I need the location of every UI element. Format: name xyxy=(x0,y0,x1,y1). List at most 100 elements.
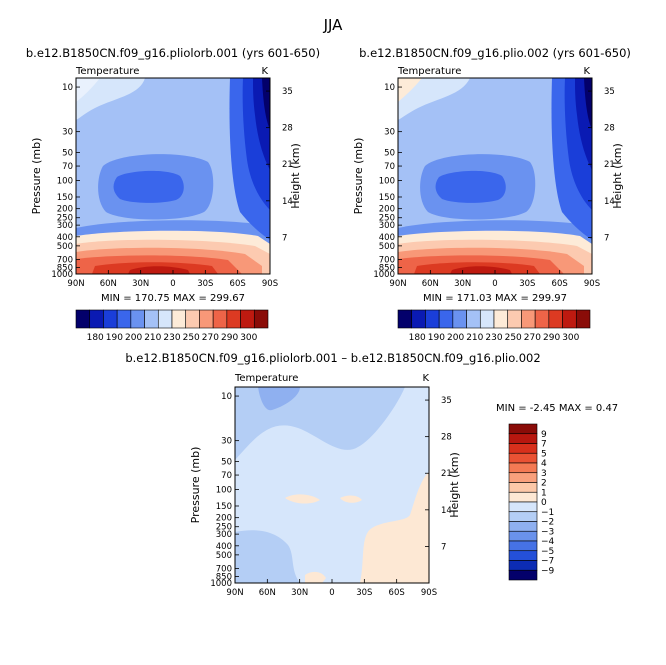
colorbar-swatch xyxy=(411,309,426,329)
colorbar-label: 180 xyxy=(409,333,426,343)
colorbar-label: 190 xyxy=(106,333,123,343)
colorbar-label: 250 xyxy=(505,333,522,343)
colorbar-swatch xyxy=(425,309,440,329)
pressure-tick-label: 1000 xyxy=(210,579,232,589)
height-tick-label: 35 xyxy=(441,396,452,406)
colorbar-swatch xyxy=(575,309,591,329)
height-tick-label: 14 xyxy=(604,197,615,207)
colorbar-swatch xyxy=(116,309,132,329)
panel-b-field xyxy=(398,78,592,274)
pressure-tick-label: 1000 xyxy=(51,270,73,280)
panel-a-height-ticks: 35 28 21 14 7 xyxy=(266,87,293,243)
panel-b-latitude-ticks: 90N 60N 30N 0 30S 60S 90S xyxy=(389,270,600,289)
colorbar-label: 270 xyxy=(202,333,219,343)
pressure-tick-label: 30 xyxy=(384,128,395,138)
pressure-tick-label: 250 xyxy=(57,214,73,224)
colorbar-label: −2 xyxy=(541,518,554,528)
latitude-tick-label: 30S xyxy=(519,279,535,289)
colorbar-swatch xyxy=(508,433,538,444)
panel-c-latitude-ticks: 90N 60N 30N 0 30S 60S 90S xyxy=(226,579,437,598)
pressure-tick-label: 150 xyxy=(57,193,73,203)
panel-b-y-axis-title: Pressure (mb) xyxy=(352,138,365,215)
pressure-tick-label: 250 xyxy=(216,523,232,533)
colorbar-swatch xyxy=(212,309,228,329)
colorbar-swatch xyxy=(130,309,145,329)
pressure-tick-label: 100 xyxy=(379,177,395,187)
colorbar-label: 9 xyxy=(541,430,547,440)
height-tick-label: 14 xyxy=(282,197,293,207)
colorbar-label: −5 xyxy=(541,547,554,557)
colorbar-label: 5 xyxy=(541,449,547,459)
height-tick-label: 21 xyxy=(441,469,452,479)
colorbar-label: 210 xyxy=(144,333,161,343)
colorbar-swatch xyxy=(548,309,563,329)
height-tick-label: 21 xyxy=(282,160,293,170)
latitude-tick-label: 60N xyxy=(100,279,117,289)
panel-c-units-label: K xyxy=(422,373,429,384)
colorbar-swatch xyxy=(508,423,538,435)
height-tick-label: 35 xyxy=(604,87,615,97)
panel-b-colorbar: 180 190 200 210 230 250 270 290 300 xyxy=(397,309,591,343)
height-tick-label: 14 xyxy=(441,506,452,516)
latitude-tick-label: 90N xyxy=(226,588,243,598)
height-tick-label: 28 xyxy=(604,124,615,134)
latitude-tick-label: 60N xyxy=(422,279,439,289)
latitude-tick-label: 90N xyxy=(389,279,406,289)
colorbar-swatch xyxy=(507,309,522,329)
pressure-tick-label: 500 xyxy=(216,551,232,561)
pressure-tick-label: 50 xyxy=(221,457,232,467)
colorbar-swatch xyxy=(508,521,538,532)
colorbar-label: 7 xyxy=(541,440,547,450)
colorbar-swatch xyxy=(185,309,200,329)
colorbar-label: 290 xyxy=(221,333,238,343)
colorbar-label: −9 xyxy=(541,566,555,576)
colorbar-swatch xyxy=(493,309,509,329)
colorbar-swatch xyxy=(508,472,538,483)
panel-c: b.e12.B1850CN.f09_g16.pliolorb.001 – b.e… xyxy=(125,351,618,598)
panel-a-y2-axis-title: Height (km) xyxy=(289,143,302,209)
latitude-tick-label: 90N xyxy=(67,279,84,289)
pressure-tick-label: 10 xyxy=(221,392,232,402)
panel-c-variable-label: Temperature xyxy=(234,373,298,384)
pressure-tick-label: 30 xyxy=(221,437,232,447)
panel-a-y-axis-title: Pressure (mb) xyxy=(30,138,43,215)
colorbar-label: 210 xyxy=(466,333,483,343)
panel-c-stats: MIN = -2.45 MAX = 0.47 xyxy=(496,403,618,414)
colorbar-swatch xyxy=(508,560,538,571)
latitude-tick-label: 90S xyxy=(262,279,278,289)
colorbar-label: 0 xyxy=(541,498,547,508)
pressure-tick-label: 400 xyxy=(57,233,73,243)
pressure-tick-label: 70 xyxy=(384,162,395,172)
pressure-tick-label: 200 xyxy=(216,514,232,524)
colorbar-label: 1 xyxy=(541,488,547,498)
latitude-tick-label: 30S xyxy=(356,588,372,598)
pressure-tick-label: 50 xyxy=(384,148,395,158)
pressure-tick-label: 700 xyxy=(379,256,395,266)
colorbar-swatch xyxy=(75,309,91,329)
pressure-tick-label: 70 xyxy=(62,162,73,172)
colorbar-swatch xyxy=(144,309,159,329)
panel-c-title: b.e12.B1850CN.f09_g16.pliolorb.001 – b.e… xyxy=(125,351,540,365)
latitude-tick-label: 90S xyxy=(584,279,600,289)
pressure-tick-label: 200 xyxy=(57,205,73,215)
panel-a-title: b.e12.B1850CN.f09_g16.pliolorb.001 (yrs … xyxy=(26,46,320,60)
colorbar-swatch xyxy=(466,309,481,329)
height-tick-label: 21 xyxy=(604,160,615,170)
latitude-tick-label: 60S xyxy=(230,279,246,289)
colorbar-swatch xyxy=(508,530,538,542)
colorbar-swatch xyxy=(508,550,538,561)
pressure-tick-label: 400 xyxy=(379,233,395,243)
latitude-tick-label: 30N xyxy=(454,279,471,289)
panel-a-stats: MIN = 170.75 MAX = 299.67 xyxy=(101,293,245,304)
colorbar-swatch xyxy=(397,309,413,329)
latitude-tick-label: 60S xyxy=(552,279,568,289)
pressure-tick-label: 400 xyxy=(216,542,232,552)
panel-a-variable-label: Temperature xyxy=(75,66,139,77)
latitude-tick-label: 60S xyxy=(389,588,405,598)
colorbar-label: 4 xyxy=(541,459,547,469)
panel-a-colorbar: 180 190 200 210 230 250 270 290 300 xyxy=(75,309,269,343)
colorbar-label: 270 xyxy=(524,333,541,343)
